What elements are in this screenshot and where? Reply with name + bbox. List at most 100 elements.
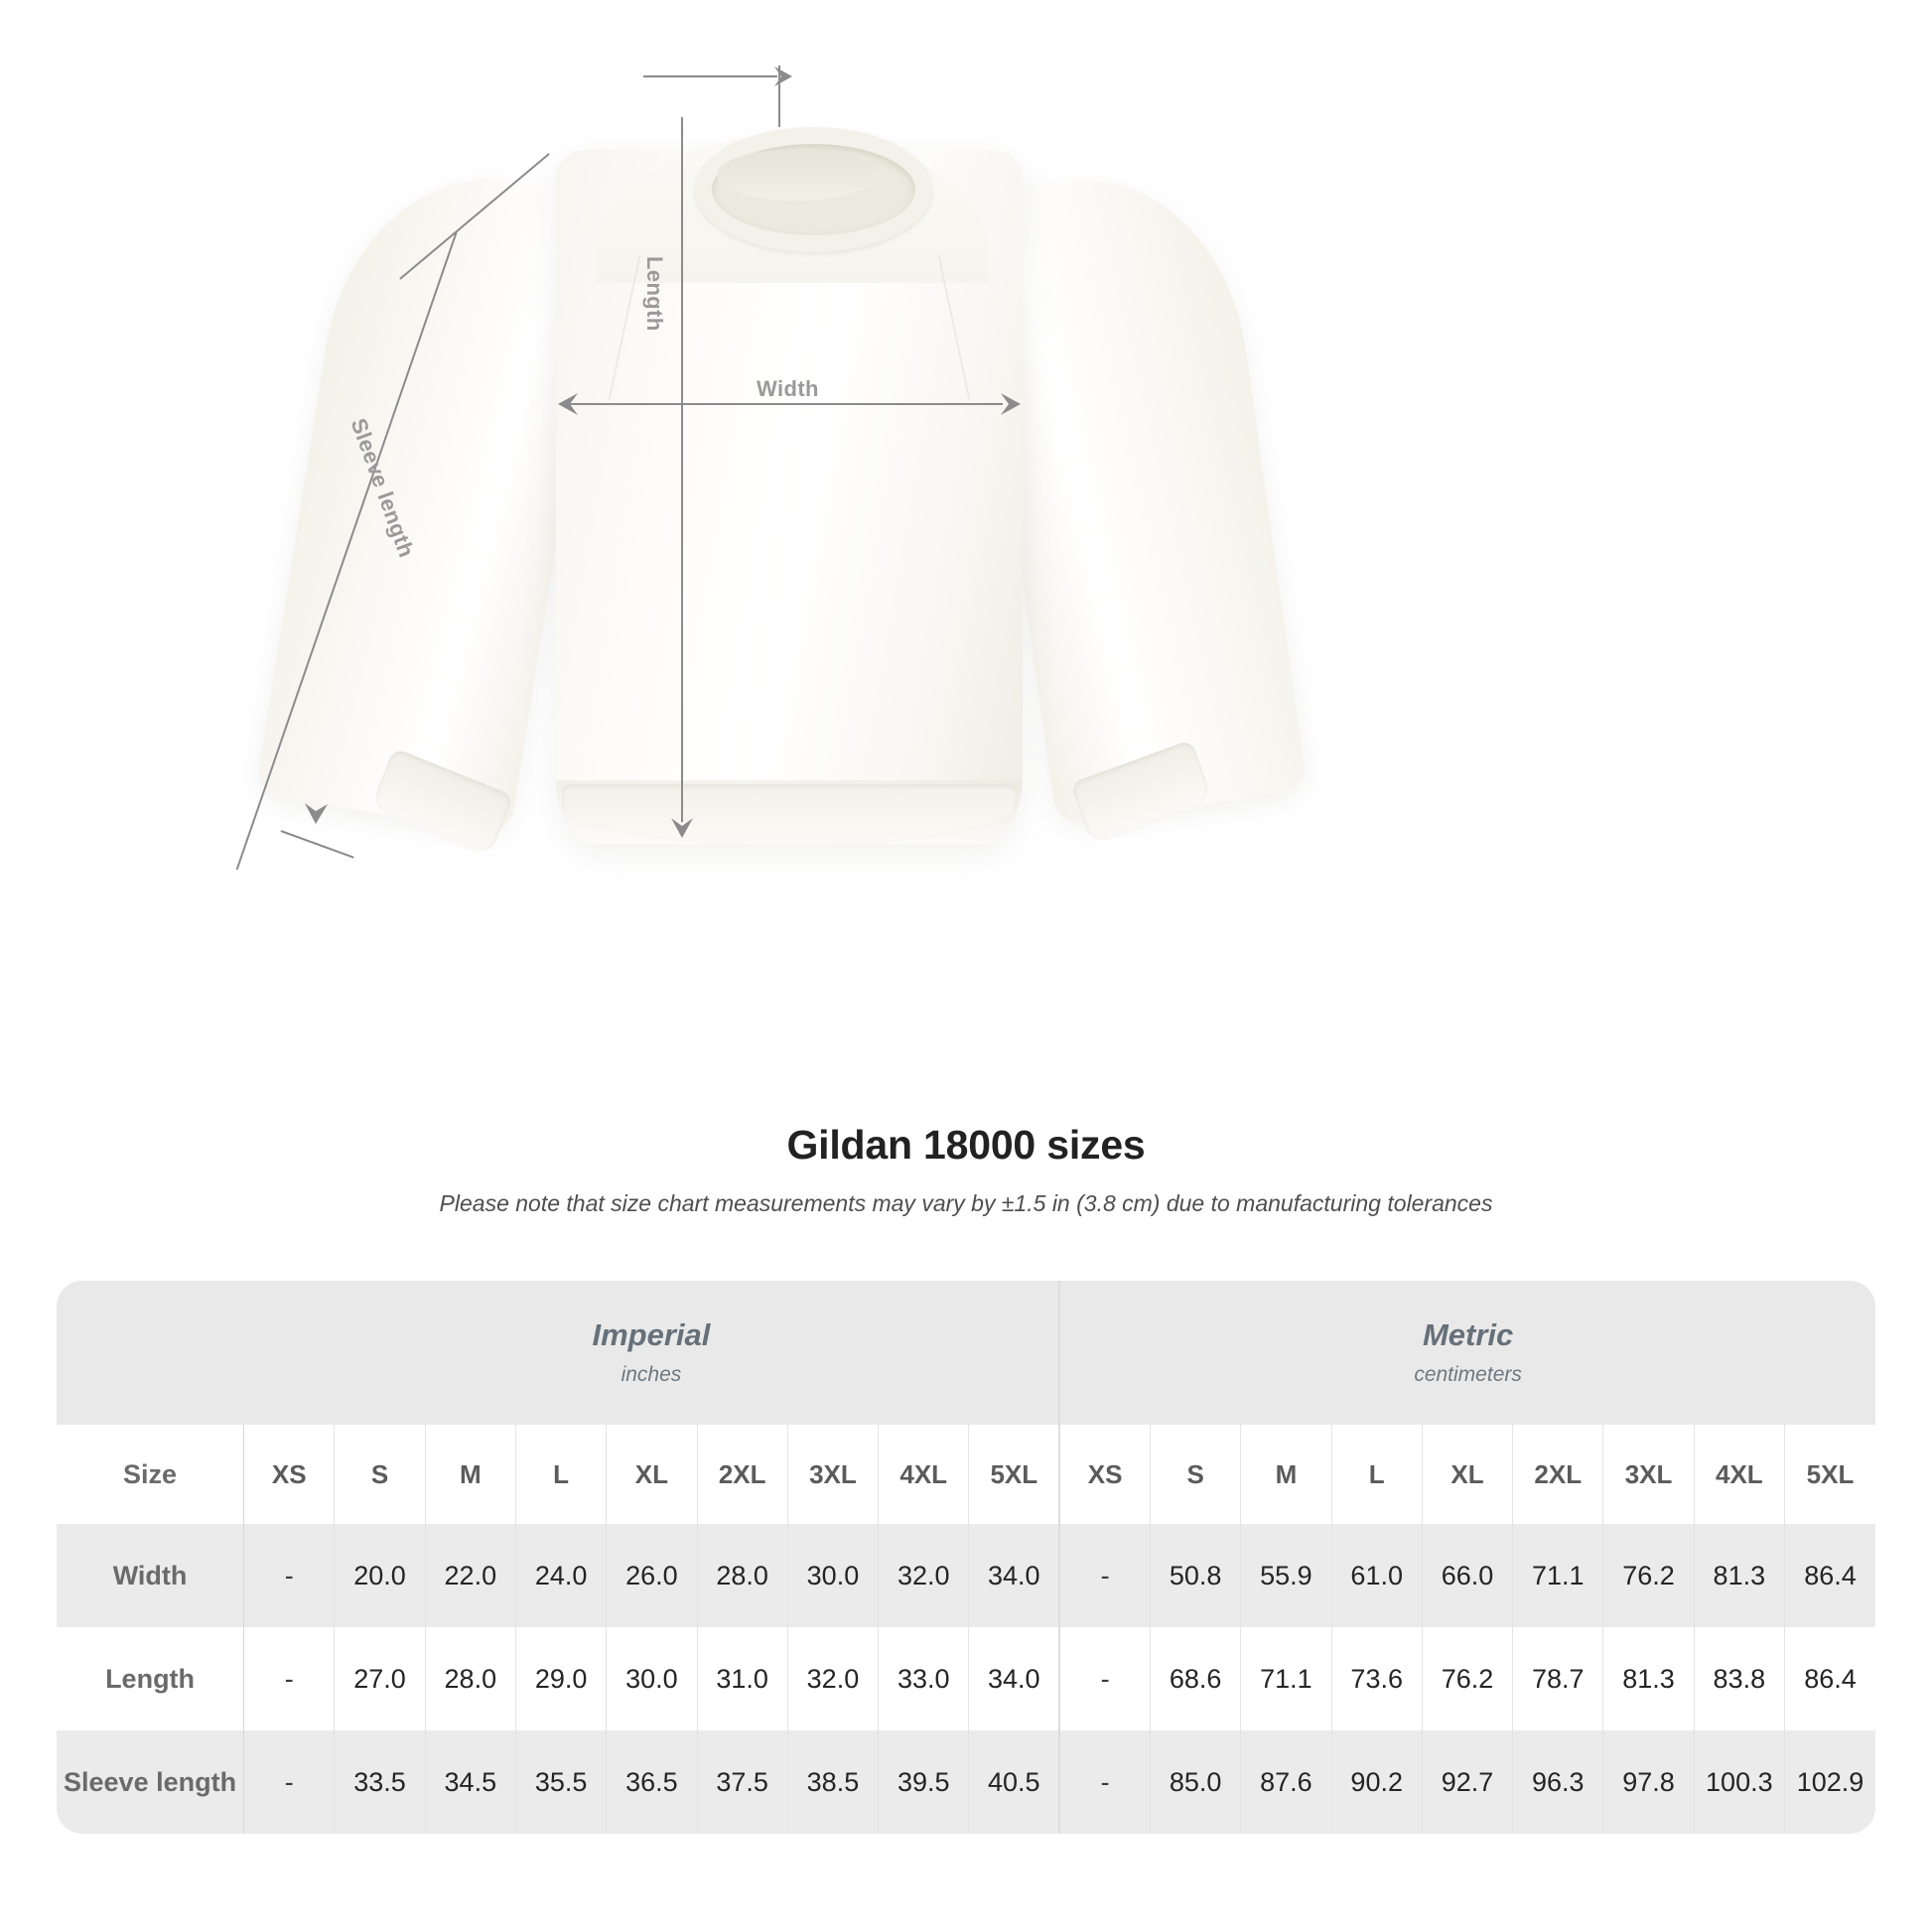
cell-value: 83.8 (1694, 1627, 1785, 1730)
sweatshirt-collar-opening (717, 149, 878, 201)
cell-value: 28.0 (425, 1627, 516, 1730)
cell-value: 35.5 (515, 1730, 608, 1834)
row-label-text: Sleeve length (64, 1766, 237, 1797)
cell-value: 33.0 (878, 1627, 970, 1730)
cell-value-text: 90.2 (1350, 1766, 1403, 1797)
size-header-cell-imperial-xs: XS (243, 1425, 336, 1524)
cell-value-text: 87.6 (1260, 1766, 1312, 1797)
cell-value: 38.5 (787, 1730, 880, 1834)
size-header-text: XS (271, 1458, 307, 1489)
cell-value: 66.0 (1422, 1524, 1514, 1627)
cell-value-text: 35.5 (534, 1766, 588, 1797)
cell-value-text: 71.1 (1531, 1560, 1585, 1590)
cell-value-text: 32.0 (897, 1560, 950, 1590)
cell-value: 100.3 (1694, 1730, 1785, 1834)
cell-value-text: 86.4 (1804, 1663, 1857, 1694)
row-label-text: Length (105, 1663, 196, 1694)
cell-value: 29.0 (515, 1627, 608, 1730)
size-header-text: L (553, 1458, 570, 1489)
size-header-text: M (459, 1458, 482, 1489)
size-header-cell-metric-4xl: 4XL (1694, 1425, 1785, 1524)
cell-value-text: 32.0 (806, 1663, 860, 1694)
garment-diagram: Length Width Sleeve length (235, 66, 1309, 871)
page-title: Gildan 18000 sizes (786, 1122, 1146, 1168)
size-header-cell-metric-2xl: 2XL (1512, 1425, 1604, 1524)
cell-value: 32.0 (787, 1627, 880, 1730)
cell-value-text: 31.0 (716, 1663, 768, 1694)
size-header-text: 3XL (809, 1458, 857, 1489)
size-header-cell-imperial-m: M (425, 1425, 516, 1524)
sweatshirt-hem (562, 784, 1017, 846)
size-header-cell-imperial-xl: XL (606, 1425, 698, 1524)
tolerance-note: Please note that size chart measurements… (439, 1190, 1493, 1216)
cell-value: 34.5 (425, 1730, 516, 1834)
size-header-text: 2XL (718, 1458, 766, 1489)
cell-value-text: 68.6 (1169, 1663, 1222, 1694)
cell-value-text: 76.2 (1441, 1663, 1494, 1694)
size-header-text: S (1186, 1458, 1204, 1489)
cell-value-text: 78.7 (1531, 1663, 1585, 1694)
cell-value-text: 81.3 (1713, 1560, 1766, 1590)
cell-value-text: - (1100, 1766, 1110, 1797)
width-arrow-left-icon (558, 393, 578, 415)
cell-value: 76.2 (1422, 1627, 1514, 1730)
unit-header-row: Imperial inches Metric centimeters (57, 1281, 1875, 1425)
cell-value: 34.0 (968, 1627, 1061, 1730)
cell-value: 71.1 (1240, 1627, 1332, 1730)
size-header-cell-metric-m: M (1240, 1425, 1332, 1524)
cell-value: 27.0 (334, 1627, 426, 1730)
width-arrow-right-icon (1001, 393, 1021, 415)
size-header-cell-imperial-2xl: 2XL (697, 1425, 788, 1524)
cell-value-text: - (1100, 1560, 1110, 1590)
cell-value-text: 34.0 (988, 1560, 1040, 1590)
cell-value-text: 50.8 (1169, 1560, 1222, 1590)
size-header-cell-imperial-3xl: 3XL (787, 1425, 880, 1524)
size-header-row: Size XS S M L XL 2XL 3XL 4XL 5XL XS S M L XL 2XL 3XL 4XL 5… (57, 1425, 1875, 1524)
length-measure-line (681, 117, 683, 822)
size-header-cell-metric-xl: XL (1422, 1425, 1514, 1524)
row-label-sleeve-length: Sleeve length (57, 1730, 245, 1834)
cell-value-text: 26.0 (625, 1560, 678, 1590)
unit-sub-metric: centimeters (1414, 1362, 1522, 1386)
cell-value: 30.0 (606, 1627, 698, 1730)
cell-value-text: 28.0 (716, 1560, 768, 1590)
cell-value: 81.3 (1694, 1524, 1785, 1627)
cell-value-text: 22.0 (444, 1560, 497, 1590)
cell-value-text: 28.0 (444, 1663, 497, 1694)
cell-value: 90.2 (1331, 1730, 1423, 1834)
cell-value: - (243, 1730, 336, 1834)
cell-value: - (243, 1524, 336, 1627)
cell-value: 40.5 (968, 1730, 1061, 1834)
cell-value-text: 34.0 (988, 1663, 1040, 1694)
cell-value: 85.0 (1150, 1730, 1242, 1834)
cell-value: - (1059, 1627, 1152, 1730)
cell-value-text: 73.6 (1350, 1663, 1403, 1694)
cell-value: 97.8 (1602, 1730, 1695, 1834)
size-header-text: 5XL (1806, 1458, 1855, 1489)
size-header-cell-metric-xs: XS (1059, 1425, 1152, 1524)
cell-value-text: - (284, 1560, 294, 1590)
cell-value: 87.6 (1240, 1730, 1332, 1834)
cell-value: 24.0 (515, 1524, 608, 1627)
cell-value-text: 27.0 (353, 1663, 406, 1694)
cell-value: 81.3 (1602, 1627, 1695, 1730)
cell-value-text: - (1100, 1663, 1110, 1694)
cell-value: 26.0 (606, 1524, 698, 1627)
cell-value-text: 34.5 (444, 1766, 497, 1797)
table-row: Width - 20.0 22.0 24.0 26.0 28.0 30.0 32.0 34.0 - 5… (57, 1524, 1875, 1627)
unit-sub-imperial: inches (621, 1362, 682, 1386)
cell-value-text: 71.1 (1260, 1663, 1312, 1694)
sleeve-arrow-right-icon (774, 67, 792, 86)
cell-value-text: 36.5 (625, 1766, 678, 1797)
size-chart-table-container: Imperial inches Metric centimeters Size X… (57, 1281, 1875, 1834)
size-header-label: Size (57, 1425, 245, 1524)
size-header-cell-metric-l: L (1331, 1425, 1423, 1524)
size-header-text: 3XL (1624, 1458, 1673, 1489)
cell-value-text: 92.7 (1441, 1766, 1494, 1797)
cell-value: 50.8 (1150, 1524, 1242, 1627)
row-label-text: Width (112, 1560, 188, 1590)
size-header-text: 5XL (990, 1458, 1038, 1489)
cell-value: 36.5 (606, 1730, 698, 1834)
size-header-text: 4XL (899, 1458, 948, 1489)
cell-value: - (243, 1627, 336, 1730)
